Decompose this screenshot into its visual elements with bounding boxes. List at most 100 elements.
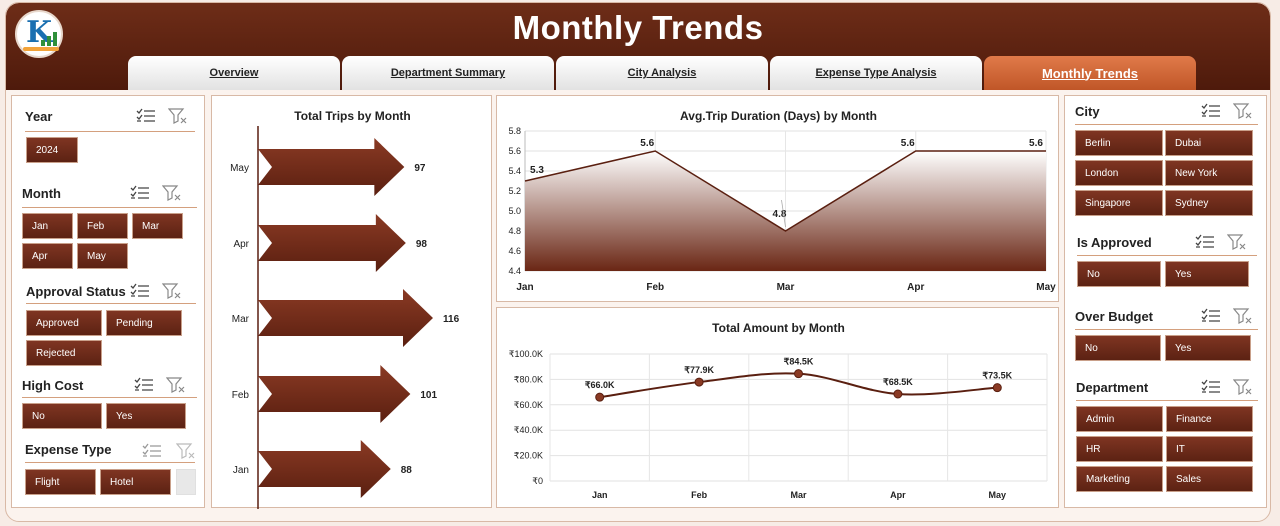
clear-filter-icon[interactable] xyxy=(1227,234,1247,250)
y-tick-label: ₹0 xyxy=(532,476,543,486)
multi-select-icon[interactable] xyxy=(1201,379,1221,395)
company-logo: K xyxy=(15,10,63,58)
slicer-item-is-approved-no[interactable]: No xyxy=(1077,261,1161,287)
amount-data-label: ₹66.0K xyxy=(585,380,615,390)
chart-title-avg-trip-duration: Avg.Trip Duration (Days) by Month xyxy=(680,109,877,123)
multi-select-icon[interactable] xyxy=(136,108,156,124)
slicer-item-month-feb[interactable]: Feb xyxy=(77,213,128,239)
slicer-item-month-mar[interactable]: Mar xyxy=(132,213,183,239)
multi-select-icon[interactable] xyxy=(130,283,150,299)
y-tick-label: 4.8 xyxy=(508,226,521,236)
multi-select-icon[interactable] xyxy=(1201,308,1221,324)
slicer-item-berlin[interactable]: Berlin xyxy=(1075,130,1163,156)
chart-avg-trip-duration: Avg.Trip Duration (Days) by Month 5.8 5.6… xyxy=(496,95,1059,302)
x-tick-label: May xyxy=(989,490,1007,500)
multi-select-icon[interactable] xyxy=(142,443,162,459)
trip-data-label: 116 xyxy=(443,314,460,325)
tab-expense-type-analysis[interactable]: Expense Type Analysis xyxy=(770,56,982,90)
slicer-item-month-apr[interactable]: Apr xyxy=(22,243,73,269)
slicer-title-over-budget: Over Budget xyxy=(1075,309,1154,324)
amount-point-mar xyxy=(794,369,803,379)
multi-select-icon[interactable] xyxy=(134,377,154,393)
clear-filter-icon[interactable] xyxy=(162,283,182,299)
slicer-item-admin[interactable]: Admin xyxy=(1076,406,1163,432)
trip-bar-jan xyxy=(258,440,391,498)
slicer-item-hotel[interactable]: Hotel xyxy=(100,469,171,495)
y-tick-label: ₹80.0K xyxy=(514,374,543,384)
duration-data-label: 5.3 xyxy=(530,165,544,176)
tab-overview[interactable]: Overview xyxy=(128,56,340,90)
duration-data-label: 5.6 xyxy=(640,138,654,149)
clear-filter-icon[interactable] xyxy=(162,185,182,201)
trip-bar-apr xyxy=(258,214,406,272)
amount-data-label: ₹68.5K xyxy=(883,377,913,387)
y-tick-label: 5.0 xyxy=(508,206,521,216)
y-tick-label: 5.4 xyxy=(508,166,521,176)
trip-category-label: Jan xyxy=(233,465,249,476)
slicer-item-pending[interactable]: Pending xyxy=(106,310,182,336)
slicer-item-sydney[interactable]: Sydney xyxy=(1165,190,1253,216)
slicer-scroll-area[interactable] xyxy=(176,469,196,495)
y-tick-label: ₹60.0K xyxy=(514,400,543,410)
tab-city-analysis[interactable]: City Analysis xyxy=(556,56,768,90)
slicer-item-rejected[interactable]: Rejected xyxy=(26,340,102,366)
slicer-item-high-cost-no[interactable]: No xyxy=(22,403,102,429)
trip-data-label: 97 xyxy=(414,163,426,174)
trip-bar-feb xyxy=(258,365,411,423)
slicer-title-high-cost: High Cost xyxy=(22,378,84,393)
slicer-item-london[interactable]: London xyxy=(1075,160,1163,186)
chart-title-total-amount: Total Amount by Month xyxy=(712,321,845,335)
slicer-item-month-may[interactable]: May xyxy=(77,243,128,269)
slicer-item-finance[interactable]: Finance xyxy=(1166,406,1253,432)
duration-data-label: 5.6 xyxy=(901,138,915,149)
slicer-item-approved[interactable]: Approved xyxy=(26,310,102,336)
slicer-item-over-budget-yes[interactable]: Yes xyxy=(1165,335,1251,361)
duration-area-fill xyxy=(525,151,1046,271)
slicer-item-is-approved-yes[interactable]: Yes xyxy=(1165,261,1249,287)
slicer-item-over-budget-no[interactable]: No xyxy=(1075,335,1161,361)
slicer-item-flight[interactable]: Flight xyxy=(25,469,96,495)
y-tick-label: 4.4 xyxy=(508,266,521,276)
slicer-title-department: Department xyxy=(1076,380,1149,395)
slicer-item-marketing[interactable]: Marketing xyxy=(1076,466,1163,492)
slicer-item-singapore[interactable]: Singapore xyxy=(1075,190,1163,216)
duration-area-chart: 5.8 5.6 5.4 5.2 5.0 4.8 4.6 4.4 5.3 Jan 5.6 Feb 4.8 M… xyxy=(508,126,1056,293)
multi-select-icon[interactable] xyxy=(130,185,150,201)
slicer-item-year-2024[interactable]: 2024 xyxy=(26,137,78,163)
amount-data-label: ₹77.9K xyxy=(684,365,714,375)
clear-filter-icon[interactable] xyxy=(1233,103,1253,119)
trip-category-label: Feb xyxy=(232,390,250,401)
slicer-item-month-jan[interactable]: Jan xyxy=(22,213,73,239)
clear-filter-icon[interactable] xyxy=(1233,379,1253,395)
multi-select-icon[interactable] xyxy=(1195,234,1215,250)
x-tick-label: Mar xyxy=(777,282,795,293)
tab-department-summary[interactable]: Department Summary xyxy=(342,56,554,90)
multi-select-icon[interactable] xyxy=(1201,103,1221,119)
clear-filter-icon[interactable] xyxy=(1233,308,1253,324)
clear-filter-icon[interactable] xyxy=(176,443,196,459)
trip-category-label: May xyxy=(230,163,249,174)
slicer-item-hr[interactable]: HR xyxy=(1076,436,1163,462)
y-tick-label: 4.6 xyxy=(508,246,521,256)
clear-filter-icon[interactable] xyxy=(168,108,188,124)
dashboard-frame: K Monthly Trends Overview Department Sum… xyxy=(5,2,1271,522)
y-tick-label: ₹100.0K xyxy=(509,349,543,359)
amount-point-feb xyxy=(694,377,704,387)
trip-category-label: Mar xyxy=(232,314,250,325)
slicer-title-year: Year xyxy=(25,109,53,124)
slicer-item-dubai[interactable]: Dubai xyxy=(1165,130,1253,156)
slicer-item-sales[interactable]: Sales xyxy=(1166,466,1253,492)
tab-monthly-trends[interactable]: Monthly Trends xyxy=(984,56,1196,90)
left-slicer-panel: Year 2024 Month Jan Feb Mar Apr May Appr… xyxy=(11,95,205,508)
x-tick-label: Apr xyxy=(907,282,924,293)
x-tick-label: Jan xyxy=(516,282,533,293)
slicer-item-new-york[interactable]: New York xyxy=(1165,160,1253,186)
clear-filter-icon[interactable] xyxy=(166,377,186,393)
slicer-title-approval-status: Approval Status xyxy=(26,284,126,299)
slicer-item-high-cost-yes[interactable]: Yes xyxy=(106,403,186,429)
slicer-item-it[interactable]: IT xyxy=(1166,436,1253,462)
header-bar: K Monthly Trends Overview Department Sum… xyxy=(6,3,1270,90)
slicer-title-city: City xyxy=(1075,104,1100,119)
y-tick-label: 5.8 xyxy=(508,126,521,136)
amount-data-label: ₹73.5K xyxy=(982,371,1012,381)
